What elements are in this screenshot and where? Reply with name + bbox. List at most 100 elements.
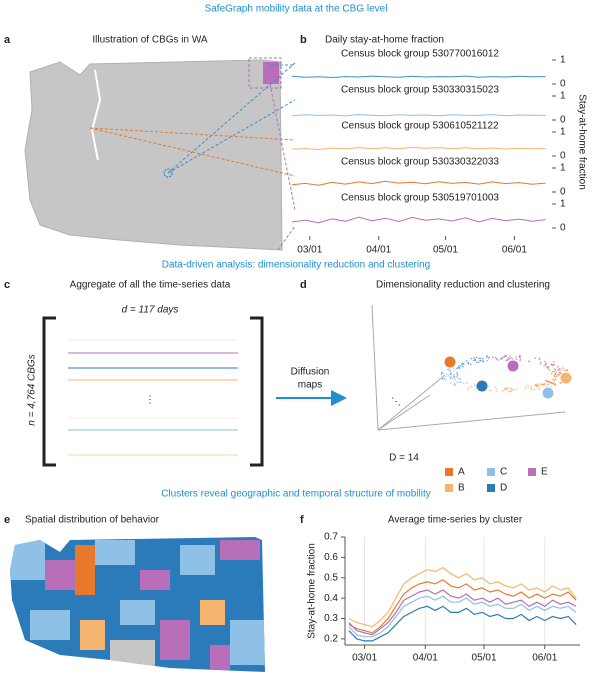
cloud-point	[543, 364, 546, 367]
cloud-point	[482, 360, 484, 363]
cloud-point	[515, 356, 517, 358]
y-tick-label: 1	[560, 55, 566, 66]
x-tick-label: 04/01	[366, 245, 391, 256]
cloud-point	[441, 376, 443, 379]
cloud-point	[447, 368, 449, 371]
cloud-point	[506, 359, 508, 361]
panel-title: Average time-series by cluster	[388, 515, 523, 526]
cloud-point	[506, 389, 508, 391]
series-line	[291, 146, 546, 151]
cloud-point	[443, 377, 446, 380]
cloud-point	[510, 390, 513, 393]
cloud-point	[487, 357, 490, 359]
cloud-point	[546, 366, 548, 368]
cloud-point	[556, 375, 558, 378]
cloud-point	[510, 357, 512, 359]
cloud-point	[551, 364, 554, 367]
ellipsis: ⋮	[145, 395, 155, 406]
cloud-point	[508, 357, 511, 360]
cloud-point	[453, 368, 456, 371]
cloud-point	[538, 383, 541, 385]
cloud-point	[519, 354, 521, 357]
cloud-point	[519, 359, 521, 362]
cluster-centers	[443, 355, 573, 400]
y-tick-label: 0	[560, 187, 566, 198]
cloud-point	[447, 374, 449, 376]
cloud-point	[535, 383, 537, 385]
y-tick-label: 0	[560, 79, 566, 90]
cloud-point	[486, 355, 489, 357]
cloud-point	[465, 382, 468, 385]
x-tick-label: 06/01	[532, 653, 557, 664]
cloud-point	[495, 358, 498, 360]
panel-letter: b	[300, 34, 307, 46]
y-tick-label: 0	[560, 115, 566, 126]
cloud-point	[458, 381, 460, 383]
highlight-box	[248, 57, 282, 89]
cloud-point	[507, 356, 509, 359]
panel-title: Aggregate of all the time-series data	[70, 280, 231, 291]
cloud-point	[518, 356, 521, 358]
highlight-cbg	[163, 168, 173, 178]
y-tick-label: 1	[560, 163, 566, 174]
cloud-point	[537, 387, 540, 390]
cloud-point	[554, 373, 557, 376]
cloud-point	[453, 382, 456, 384]
cloud-point	[452, 374, 455, 376]
cloud-point	[552, 361, 555, 363]
legend-swatch	[445, 468, 453, 476]
x-tick-label: 05/01	[472, 653, 497, 664]
cloud-point	[467, 388, 469, 391]
series-label: Census block group 530330315023	[341, 85, 499, 96]
cloud-point	[544, 383, 546, 385]
cloud-point	[509, 355, 511, 358]
cloud-point	[494, 386, 496, 388]
cloud-point	[486, 359, 489, 362]
cloud-point	[481, 357, 484, 360]
cloud-point	[477, 361, 480, 364]
cloud-point	[441, 371, 443, 374]
cloud-point	[564, 369, 566, 372]
x-tick-label: 06/01	[502, 245, 527, 256]
cloud-point	[511, 357, 514, 360]
cloud-point	[450, 372, 452, 374]
cloud-point	[449, 373, 452, 376]
y-tick-label: 0	[560, 151, 566, 162]
cloud-point	[479, 359, 481, 362]
cloud-point	[538, 358, 541, 361]
matrix-columns: d = 117 days	[122, 305, 179, 316]
cloud-point	[478, 357, 481, 360]
legend-swatch	[445, 484, 453, 492]
cloud-point	[473, 356, 475, 359]
cloud-point	[550, 385, 552, 388]
cloud-point	[450, 376, 453, 378]
cloud-point	[485, 356, 488, 358]
cloud-point	[472, 359, 475, 362]
cloud-point	[535, 385, 538, 388]
y-tick-label: 0.2	[324, 634, 338, 645]
legend-label: A	[458, 467, 465, 478]
series-line	[291, 113, 546, 117]
cloud-point	[452, 378, 454, 380]
cloud-point	[540, 384, 542, 386]
cloud-point	[440, 373, 443, 375]
x-tick-label: 04/01	[413, 653, 438, 664]
cloud-point	[489, 389, 492, 392]
cloud-point	[507, 358, 510, 361]
cloud-point	[544, 360, 546, 363]
cloud-point	[497, 359, 500, 361]
cloud-point	[557, 366, 559, 368]
cloud-point	[547, 367, 549, 370]
puget-sound	[90, 69, 102, 161]
cloud-point	[459, 378, 462, 380]
y-tick-label: 0.6	[324, 552, 338, 563]
cloud-point	[506, 387, 509, 390]
cloud-point	[492, 356, 494, 359]
cloud-point	[465, 360, 468, 362]
y-tick-label: 0	[560, 223, 566, 234]
legend-label: D	[500, 483, 507, 494]
panel-title: Dimensionality reduction and clustering	[376, 280, 550, 291]
cloud-point	[540, 361, 542, 363]
y-tick-label: 1	[560, 127, 566, 138]
